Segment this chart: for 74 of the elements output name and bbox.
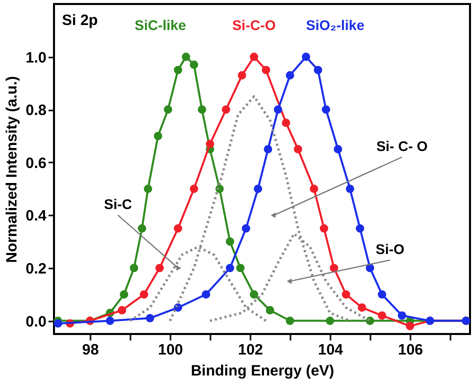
x-tick-label: 98 bbox=[82, 342, 99, 358]
point bbox=[154, 132, 162, 140]
point bbox=[54, 319, 62, 328]
y-tick-label: 0.8 bbox=[26, 102, 46, 120]
y-tick-label: 1.0 bbox=[26, 49, 46, 66]
series-label: SiC-like bbox=[134, 17, 186, 33]
point bbox=[294, 145, 302, 154]
point bbox=[242, 224, 250, 233]
point bbox=[238, 71, 246, 80]
point bbox=[342, 290, 350, 299]
point bbox=[120, 290, 128, 299]
point bbox=[140, 290, 148, 299]
point bbox=[314, 66, 322, 74]
point bbox=[326, 316, 334, 325]
point bbox=[236, 264, 245, 272]
point bbox=[322, 105, 330, 114]
point bbox=[286, 71, 294, 80]
point bbox=[266, 306, 274, 314]
point bbox=[144, 184, 152, 193]
point bbox=[182, 52, 190, 61]
point bbox=[226, 264, 234, 272]
point bbox=[130, 264, 138, 272]
y-tick-label: 0.6 bbox=[26, 154, 46, 172]
point bbox=[302, 52, 310, 61]
point bbox=[378, 311, 386, 320]
point bbox=[118, 306, 126, 314]
x-tick-label: 102 bbox=[238, 342, 264, 358]
point bbox=[198, 105, 206, 114]
point bbox=[254, 184, 262, 193]
point bbox=[334, 145, 342, 154]
point bbox=[146, 314, 154, 322]
point bbox=[226, 237, 234, 246]
x-tick-label: 106 bbox=[398, 342, 424, 358]
point bbox=[190, 60, 198, 69]
point bbox=[202, 290, 210, 299]
point bbox=[320, 224, 328, 233]
point bbox=[106, 316, 114, 325]
point bbox=[250, 290, 258, 299]
x-axis-title: Binding Energy (eV) bbox=[190, 362, 334, 380]
point bbox=[190, 184, 198, 193]
point bbox=[398, 311, 406, 320]
point bbox=[378, 290, 386, 299]
annotation: Si-C bbox=[104, 196, 132, 212]
series-label: Si-C-O bbox=[232, 17, 276, 33]
point bbox=[310, 184, 318, 193]
point bbox=[222, 105, 230, 114]
annotation: Si 2p bbox=[62, 12, 98, 29]
y-tick-label: 0.2 bbox=[26, 260, 46, 278]
x-tick-label: 100 bbox=[158, 342, 184, 358]
annotation: Si-O bbox=[376, 241, 404, 258]
point bbox=[174, 66, 182, 74]
point bbox=[264, 145, 272, 154]
point bbox=[282, 118, 290, 127]
x-tick-label: 104 bbox=[318, 342, 344, 358]
point bbox=[346, 184, 354, 193]
point bbox=[206, 140, 214, 148]
point bbox=[262, 66, 270, 74]
point bbox=[138, 224, 146, 233]
point bbox=[274, 105, 282, 114]
annotation: Si- C- O bbox=[376, 138, 428, 154]
point bbox=[164, 105, 172, 114]
series-label: SiO₂-like bbox=[306, 17, 365, 33]
point bbox=[330, 264, 338, 272]
point bbox=[250, 52, 258, 61]
point bbox=[358, 303, 366, 312]
point bbox=[356, 224, 364, 233]
y-tick-label: 0.4 bbox=[26, 208, 48, 225]
point bbox=[286, 316, 294, 325]
point bbox=[406, 322, 414, 330]
point bbox=[174, 224, 182, 233]
point bbox=[155, 264, 164, 272]
point bbox=[366, 264, 374, 272]
y-tick-label: 0.0 bbox=[26, 313, 46, 330]
y-axis-title: Normalized Intensity (a.u.) bbox=[4, 76, 21, 263]
